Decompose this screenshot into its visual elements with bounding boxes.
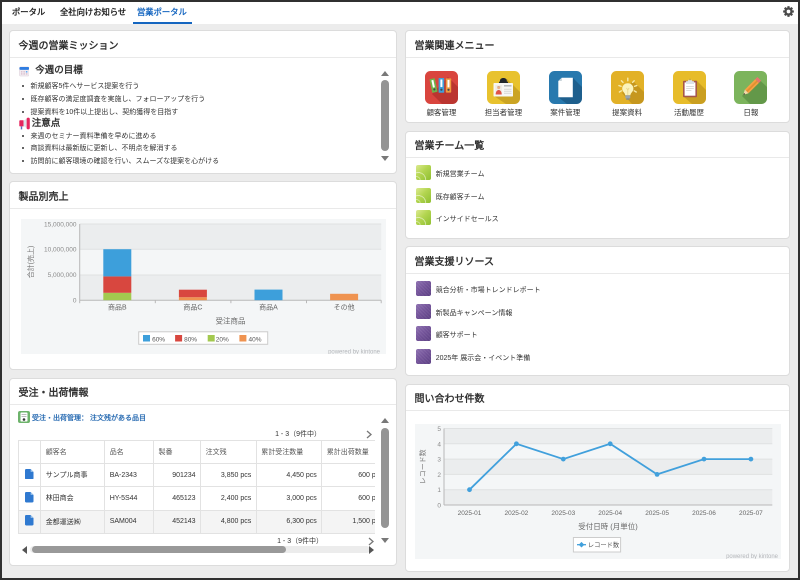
svg-text:受注商品: 受注商品 — [216, 315, 246, 325]
svg-text:2025-05: 2025-05 — [645, 510, 669, 517]
svg-text:0: 0 — [73, 297, 77, 304]
svg-text:受付日時 (月単位): 受付日時 (月単位) — [578, 521, 638, 531]
svg-text:5,000,000: 5,000,000 — [48, 272, 77, 279]
svg-text:1: 1 — [437, 487, 441, 494]
svg-text:powered by kintone: powered by kintone — [328, 349, 381, 354]
svg-text:40%: 40% — [249, 336, 262, 343]
svg-text:powered by kintone: powered by kintone — [726, 554, 779, 559]
svg-text:5: 5 — [437, 426, 441, 433]
svg-text:レコード数: レコード数 — [588, 540, 620, 549]
svg-text:20%: 20% — [216, 336, 229, 343]
svg-text:15,000,000: 15,000,000 — [44, 221, 77, 228]
svg-text:60%: 60% — [152, 336, 165, 343]
svg-text:3: 3 — [437, 456, 441, 463]
svg-text:合計(売上): 合計(売上) — [26, 245, 35, 278]
svg-text:2025-02: 2025-02 — [504, 510, 528, 517]
svg-text:2025-06: 2025-06 — [692, 510, 716, 517]
svg-text:2025-07: 2025-07 — [739, 510, 763, 517]
svg-text:2: 2 — [437, 472, 441, 479]
svg-text:レコード数: レコード数 — [418, 449, 427, 484]
svg-text:その他: その他 — [334, 302, 355, 311]
svg-text:2025-01: 2025-01 — [458, 510, 482, 517]
svg-text:4: 4 — [437, 441, 441, 448]
svg-text:商品B: 商品B — [108, 302, 127, 311]
svg-text:2025-03: 2025-03 — [551, 510, 575, 517]
svg-text:2025-04: 2025-04 — [598, 510, 622, 517]
svg-text:0: 0 — [437, 502, 441, 509]
svg-text:商品A: 商品A — [259, 302, 278, 311]
svg-text:商品C: 商品C — [184, 302, 203, 311]
svg-text:10,000,000: 10,000,000 — [44, 246, 77, 253]
svg-text:80%: 80% — [184, 336, 197, 343]
